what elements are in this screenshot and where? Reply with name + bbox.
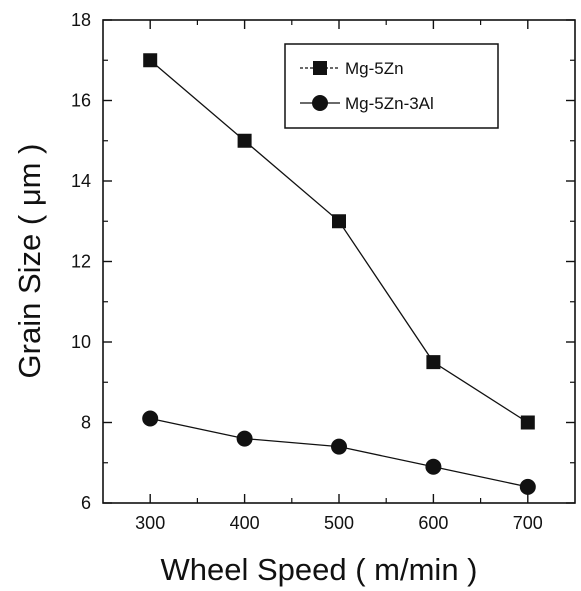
data-point	[332, 214, 346, 229]
series-layer	[142, 53, 536, 495]
legend: Mg-5Zn Mg-5Zn-3Al	[284, 43, 499, 129]
x-axis-label: Wheel Speed ( m/min )	[161, 552, 478, 587]
x-tick-label: 700	[513, 513, 543, 533]
data-point	[143, 53, 158, 68]
data-point	[425, 458, 442, 475]
ticks: 300 400 500 600 700 6 8 10 12 14 16 18	[71, 10, 575, 533]
data-point	[236, 430, 253, 447]
y-tick-label: 14	[71, 171, 91, 191]
x-tick-label: 300	[135, 513, 165, 533]
series-1	[142, 410, 536, 495]
y-tick-label: 8	[81, 413, 91, 433]
data-point	[426, 355, 441, 370]
y-tick-label: 6	[81, 493, 91, 513]
data-point	[237, 133, 252, 148]
data-point	[519, 478, 536, 495]
data-point	[331, 438, 347, 455]
y-axis-label: Grain Size ( μm )	[12, 144, 47, 379]
y-tick-label: 12	[71, 252, 91, 272]
x-tick-label: 400	[230, 513, 260, 533]
x-tick-label: 600	[418, 513, 448, 533]
legend-label: Mg-5Zn	[345, 59, 404, 78]
legend-item-1: Mg-5Zn-3Al	[300, 94, 434, 113]
y-tick-label: 18	[71, 10, 91, 30]
data-point	[520, 415, 535, 430]
legend-marker	[313, 61, 327, 75]
y-tick-label: 16	[71, 91, 91, 111]
series-0	[143, 53, 535, 430]
legend-item-0: Mg-5Zn	[300, 59, 404, 78]
legend-label: Mg-5Zn-3Al	[345, 94, 434, 113]
x-tick-label: 500	[324, 513, 354, 533]
legend-marker	[312, 95, 328, 111]
legend-box	[284, 43, 499, 129]
data-point	[142, 410, 159, 427]
y-tick-label: 10	[71, 332, 91, 352]
